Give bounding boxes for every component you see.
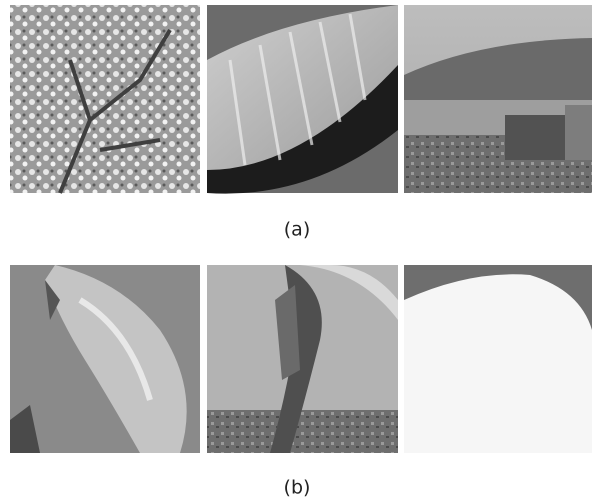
- image-flower: [10, 265, 200, 453]
- figure: (a) (b): [0, 0, 594, 503]
- image-harbor: [404, 5, 592, 193]
- image-tree: [10, 5, 200, 193]
- image-snake-skin: [207, 5, 398, 194]
- caption: (a): [284, 219, 310, 241]
- caption: (b): [284, 477, 311, 499]
- image-flower-stalk: [207, 265, 398, 453]
- image-white-blob: [404, 265, 592, 453]
